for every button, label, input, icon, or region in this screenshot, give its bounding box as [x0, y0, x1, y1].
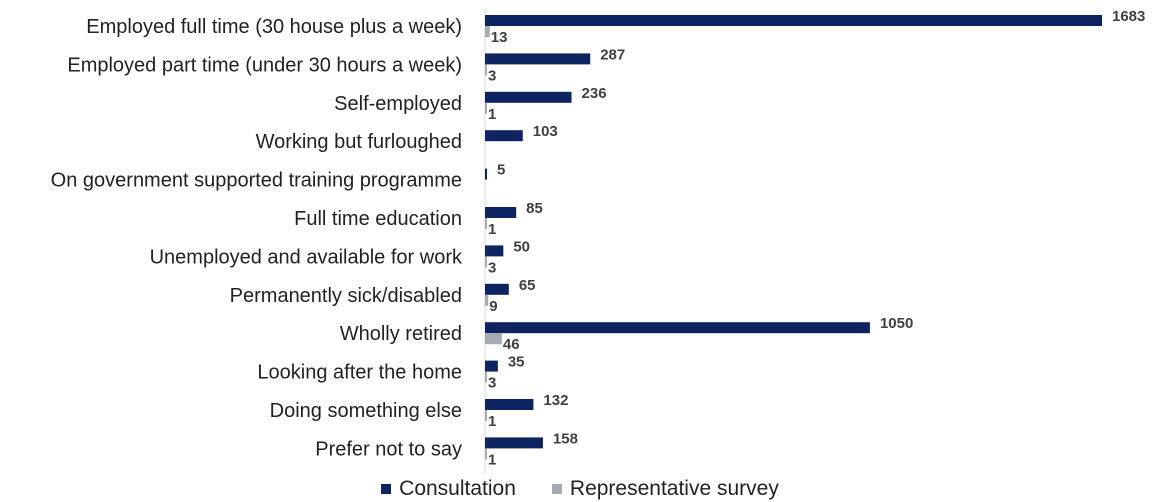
data-label-consultation: 1683	[1112, 8, 1145, 25]
data-label-consultation: 35	[508, 354, 525, 371]
category-label: Prefer not to say	[315, 438, 462, 460]
data-label-representative-survey: 1	[488, 221, 496, 238]
bar-consultation	[485, 399, 534, 410]
data-label-consultation: 1050	[880, 315, 913, 332]
category-label: Doing something else	[270, 400, 462, 422]
bar-chart: Employed full time (30 house plus a week…	[51, 8, 1145, 474]
data-label-representative-survey: 13	[491, 29, 508, 46]
bar-representative-survey	[485, 26, 490, 37]
bar-representative-survey	[485, 218, 487, 229]
data-label-consultation: 65	[519, 277, 536, 294]
category-label: Employed full time (30 house plus a week…	[86, 16, 462, 38]
data-label-consultation: 5	[497, 162, 505, 179]
legend-swatch-representative-survey	[551, 484, 562, 494]
bar-representative-survey	[485, 448, 487, 460]
bar-consultation	[485, 168, 487, 180]
bar-consultation	[485, 207, 517, 218]
data-label-consultation: 132	[543, 392, 568, 409]
category-label: Permanently sick/disabled	[230, 285, 462, 307]
bar-consultation	[485, 91, 572, 103]
legend-item-representative-survey: Representative survey	[551, 477, 779, 501]
bar-representative-survey	[485, 256, 487, 268]
data-label-consultation: 158	[553, 430, 578, 447]
category-label: Unemployed and available for work	[150, 246, 463, 268]
data-label-consultation: 103	[533, 123, 558, 140]
bar-consultation	[485, 130, 523, 142]
data-label-representative-survey: 3	[488, 259, 496, 276]
data-label-consultation: 236	[582, 85, 607, 102]
legend: Consultation Representative survey	[0, 476, 1160, 502]
category-label: Working but furloughed	[256, 131, 462, 153]
bar-consultation	[485, 245, 504, 257]
data-label-representative-survey: 1	[488, 413, 496, 430]
bar-consultation	[485, 322, 870, 334]
category-label: Full time education	[294, 208, 462, 230]
data-label-representative-survey: 46	[503, 336, 520, 353]
legend-swatch-consultation	[381, 484, 392, 494]
bar-consultation	[485, 437, 543, 449]
bar-consultation	[485, 283, 509, 295]
category-label: On government supported training program…	[51, 170, 462, 192]
category-label: Wholly retired	[340, 323, 462, 345]
data-label-representative-survey: 3	[488, 67, 496, 84]
bar-representative-survey	[485, 333, 502, 345]
data-label-representative-survey: 9	[489, 298, 497, 315]
legend-item-consultation: Consultation	[381, 477, 516, 501]
data-label-consultation: 50	[513, 238, 530, 255]
data-label-consultation: 287	[600, 46, 625, 63]
legend-label-representative-survey: Representative survey	[569, 477, 779, 500]
bar-representative-survey	[485, 371, 487, 383]
data-label-representative-survey: 1	[488, 106, 496, 123]
bar-consultation	[485, 360, 498, 372]
bar-representative-survey	[485, 64, 487, 76]
data-label-representative-survey: 3	[488, 375, 496, 392]
category-label: Employed part time (under 30 hours a wee…	[67, 54, 462, 76]
legend-label-consultation: Consultation	[399, 477, 516, 500]
bar-representative-survey	[485, 102, 487, 114]
bar-representative-survey	[485, 410, 487, 421]
category-label: Looking after the home	[257, 362, 462, 384]
data-label-consultation: 85	[526, 200, 543, 217]
data-label-representative-survey: 1	[488, 451, 496, 468]
bar-representative-survey	[485, 294, 489, 306]
bar-consultation	[485, 53, 591, 65]
category-label: Self-employed	[334, 93, 462, 115]
bar-consultation	[485, 15, 1102, 26]
